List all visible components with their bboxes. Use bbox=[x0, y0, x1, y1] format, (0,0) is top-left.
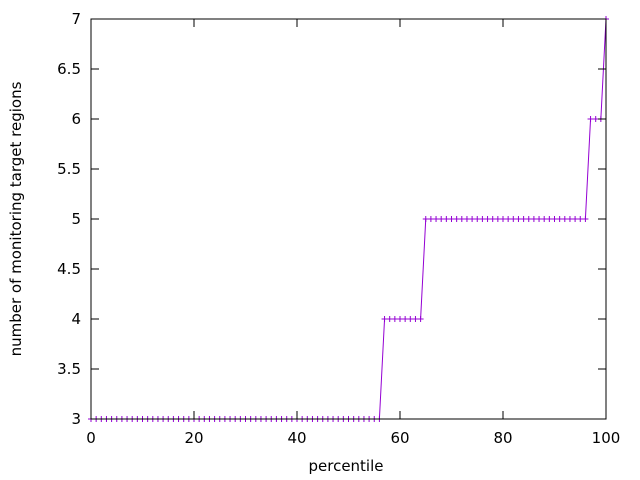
data-point bbox=[525, 216, 532, 222]
data-point bbox=[438, 216, 445, 222]
x-tick-label: 80 bbox=[493, 429, 512, 447]
data-point bbox=[556, 216, 563, 222]
data-point bbox=[479, 216, 486, 222]
data-point bbox=[536, 216, 543, 222]
y-tick-label: 6 bbox=[71, 110, 81, 128]
data-point bbox=[381, 316, 388, 322]
data-point bbox=[489, 216, 496, 222]
data-point bbox=[510, 216, 517, 222]
x-tick-label: 20 bbox=[184, 429, 203, 447]
data-point bbox=[422, 216, 429, 222]
data-point bbox=[520, 216, 527, 222]
x-tick-label: 60 bbox=[390, 429, 409, 447]
data-point bbox=[577, 216, 584, 222]
y-tick-label: 6.5 bbox=[57, 60, 81, 78]
data-point bbox=[566, 216, 573, 222]
data-point bbox=[474, 216, 481, 222]
data-point bbox=[443, 216, 450, 222]
data-point bbox=[458, 216, 465, 222]
data-point bbox=[402, 316, 409, 322]
data-point bbox=[592, 116, 599, 122]
data-point bbox=[530, 216, 537, 222]
data-point bbox=[546, 216, 553, 222]
data-point bbox=[541, 216, 548, 222]
data-point bbox=[505, 216, 512, 222]
data-point bbox=[494, 216, 501, 222]
data-point bbox=[463, 216, 470, 222]
data-point bbox=[561, 216, 568, 222]
data-point bbox=[587, 116, 594, 122]
data-point bbox=[551, 216, 558, 222]
data-point bbox=[484, 216, 491, 222]
x-tick-label: 100 bbox=[592, 429, 621, 447]
data-point bbox=[417, 316, 424, 322]
x-tick-label: 40 bbox=[287, 429, 306, 447]
data-point bbox=[515, 216, 522, 222]
data-point bbox=[427, 216, 434, 222]
data-point bbox=[407, 316, 414, 322]
y-tick-label: 5 bbox=[71, 210, 81, 228]
y-tick-label: 5.5 bbox=[57, 160, 81, 178]
data-point bbox=[469, 216, 476, 222]
x-axis-label: percentile bbox=[308, 457, 383, 475]
data-point bbox=[572, 216, 579, 222]
x-tick-label: 0 bbox=[86, 429, 96, 447]
data-point bbox=[391, 316, 398, 322]
data-point bbox=[397, 316, 403, 322]
data-point bbox=[453, 216, 460, 222]
y-axis-label: number of monitoring target regions bbox=[7, 81, 25, 356]
data-point bbox=[582, 216, 589, 222]
data-point bbox=[500, 216, 506, 222]
y-tick-label: 4 bbox=[71, 310, 81, 328]
y-tick-label: 4.5 bbox=[57, 260, 81, 278]
plot-area bbox=[88, 16, 609, 422]
axes-ticks: 0 20 40 60 80 100 3 3.5 4 4.5 5 5.5 6 6.5 7 bbox=[57, 10, 620, 447]
y-tick-label: 3.5 bbox=[57, 360, 81, 378]
data-point bbox=[412, 316, 419, 322]
y-tick-label: 7 bbox=[71, 10, 81, 28]
y-tick-label: 3 bbox=[71, 410, 81, 428]
data-point bbox=[433, 216, 440, 222]
data-point bbox=[448, 216, 455, 222]
data-point bbox=[386, 316, 393, 322]
